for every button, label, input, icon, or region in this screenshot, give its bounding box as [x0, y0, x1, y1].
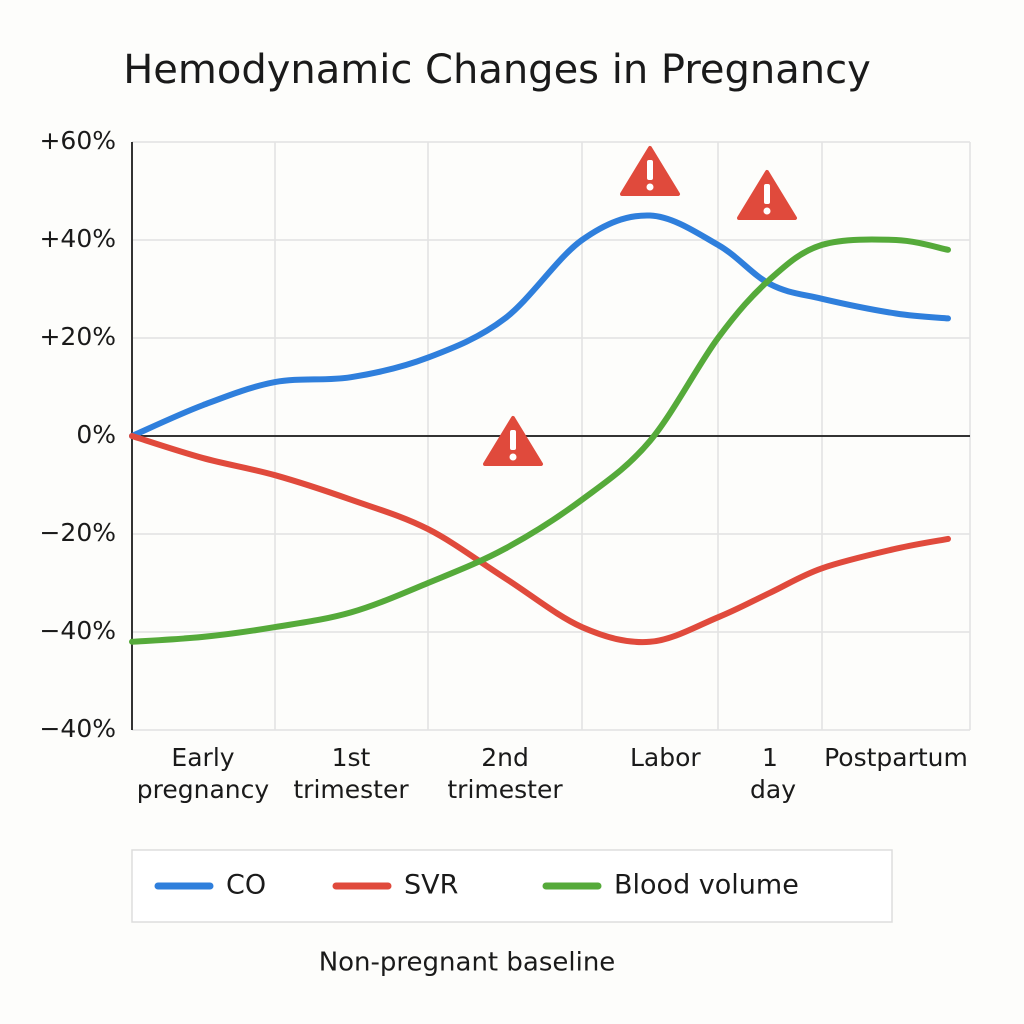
note: Non-pregnant baseline: [319, 948, 616, 978]
y-tick-label: −40%: [39, 714, 116, 743]
legend-items: CO SVR Blood volume: [154, 870, 799, 901]
y-tick-label: 0%: [76, 420, 116, 449]
x-tick-label: 2nd trimester: [447, 743, 563, 804]
warning-icon: [737, 170, 797, 220]
series-line: [129, 212, 951, 439]
chart-title: Hemodynamic Changes in Pregnancy: [123, 47, 871, 93]
x-tick-label: Early pregnancy: [136, 743, 270, 804]
legend-label: SVR: [404, 870, 458, 901]
y-tick-label: +20%: [39, 322, 116, 351]
warning-icon: [483, 416, 543, 466]
warning-icons: [483, 146, 797, 466]
legend-label: CO: [226, 870, 266, 901]
y-tick-label: −40%: [39, 616, 116, 645]
legend-label: Blood volume: [614, 870, 799, 901]
x-tick-label: 1st trimester: [293, 743, 409, 804]
legend: [131, 849, 893, 923]
x-tick-label: 1 day: [750, 743, 796, 804]
warning-icon: [620, 146, 680, 196]
x-tick-label: Postpartum: [824, 743, 968, 772]
y-tick-label: −20%: [39, 518, 116, 547]
y-tick-label: +40%: [39, 224, 116, 253]
x-tick-label: Labor: [630, 743, 701, 772]
y-tick-label: +60%: [39, 126, 116, 155]
grid: −40% −40% −20% 0% +20% +40% +60%: [39, 126, 971, 743]
series-line: [129, 236, 951, 645]
lines: [129, 212, 951, 646]
series-line: [129, 433, 951, 646]
